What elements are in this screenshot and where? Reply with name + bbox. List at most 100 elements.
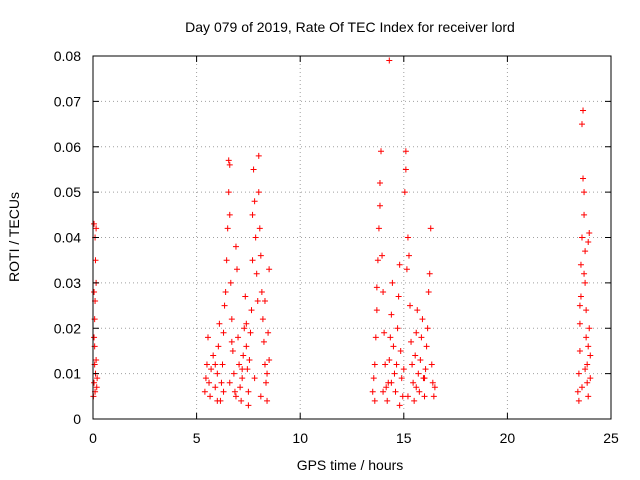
data-point xyxy=(203,361,210,368)
data-point xyxy=(404,234,411,241)
data-point xyxy=(376,180,383,187)
data-point xyxy=(201,388,208,395)
data-point xyxy=(212,361,219,368)
data-point xyxy=(587,352,594,359)
y-tick-label: 0.05 xyxy=(54,184,81,200)
data-point xyxy=(585,343,592,350)
data-point xyxy=(396,402,403,409)
data-point xyxy=(255,189,262,196)
y-tick-label: 0.08 xyxy=(54,48,81,64)
data-point xyxy=(257,252,264,259)
data-point xyxy=(380,288,387,295)
data-point xyxy=(264,370,271,377)
data-point xyxy=(243,320,250,327)
data-point xyxy=(427,225,434,232)
data-point xyxy=(417,357,424,364)
data-point xyxy=(245,402,252,409)
data-point xyxy=(225,189,232,196)
data-point xyxy=(255,152,262,159)
data-point xyxy=(411,397,418,404)
data-point xyxy=(263,379,270,386)
data-point xyxy=(414,307,421,314)
y-tick-label: 0.04 xyxy=(54,230,81,246)
data-point xyxy=(410,379,417,386)
data-point xyxy=(576,347,583,354)
data-point xyxy=(93,357,100,364)
data-point xyxy=(231,388,238,395)
data-point xyxy=(581,189,588,196)
data-point xyxy=(383,384,390,391)
data-point xyxy=(425,288,432,295)
data-point xyxy=(265,329,272,336)
data-point xyxy=(261,361,268,368)
data-point xyxy=(388,311,395,318)
data-point xyxy=(578,234,585,241)
data-point xyxy=(378,148,385,155)
data-point xyxy=(226,161,233,168)
data-point xyxy=(386,357,393,364)
data-point xyxy=(254,298,261,305)
data-point xyxy=(374,257,381,264)
data-point xyxy=(245,388,252,395)
data-point xyxy=(242,293,249,300)
data-point xyxy=(402,166,409,173)
data-point xyxy=(585,239,592,246)
data-point xyxy=(216,320,223,327)
x-tick-label: 20 xyxy=(500,430,516,446)
data-point xyxy=(408,338,415,345)
data-point xyxy=(584,361,591,368)
data-point xyxy=(225,157,232,164)
data-point xyxy=(248,307,255,314)
data-point xyxy=(400,366,407,373)
data-point xyxy=(379,252,386,259)
data-point xyxy=(256,225,263,232)
data-point xyxy=(232,243,239,250)
data-point xyxy=(431,384,438,391)
data-point xyxy=(224,225,231,232)
data-point xyxy=(218,379,225,386)
data-point xyxy=(407,302,414,309)
data-point xyxy=(422,366,429,373)
data-point xyxy=(430,393,437,400)
data-point xyxy=(382,361,389,368)
data-point xyxy=(220,388,227,395)
data-point xyxy=(394,325,401,332)
data-point xyxy=(419,316,426,323)
data-point xyxy=(251,198,258,205)
y-axis-label: ROTI / TECUs xyxy=(6,192,22,282)
y-tick-label: 0.02 xyxy=(54,320,81,336)
x-axis-label: GPS time / hours xyxy=(297,457,404,473)
data-point xyxy=(574,388,581,395)
data-point xyxy=(251,375,258,382)
data-point xyxy=(202,375,209,382)
data-point xyxy=(208,366,215,373)
data-point xyxy=(401,189,408,196)
data-point xyxy=(586,325,593,332)
data-point xyxy=(582,248,589,255)
data-point xyxy=(226,211,233,218)
data-point xyxy=(370,375,377,382)
data-point xyxy=(219,361,226,368)
data-point xyxy=(210,352,217,359)
data-point xyxy=(398,375,405,382)
x-tick-label: 25 xyxy=(603,430,619,446)
data-point xyxy=(234,266,241,273)
data-point xyxy=(426,270,433,277)
data-point xyxy=(261,298,268,305)
data-point xyxy=(228,316,235,323)
data-point xyxy=(94,375,101,382)
data-point xyxy=(371,397,378,404)
data-point xyxy=(388,379,395,386)
data-point xyxy=(380,388,387,395)
data-point xyxy=(405,252,412,259)
data-point xyxy=(429,379,436,386)
data-point xyxy=(250,166,257,173)
data-point xyxy=(423,343,430,350)
data-point xyxy=(214,397,221,404)
data-point xyxy=(91,288,98,295)
y-tick-label: 0.03 xyxy=(54,275,81,291)
data-point xyxy=(240,352,247,359)
data-point xyxy=(214,370,221,377)
data-point xyxy=(257,393,264,400)
